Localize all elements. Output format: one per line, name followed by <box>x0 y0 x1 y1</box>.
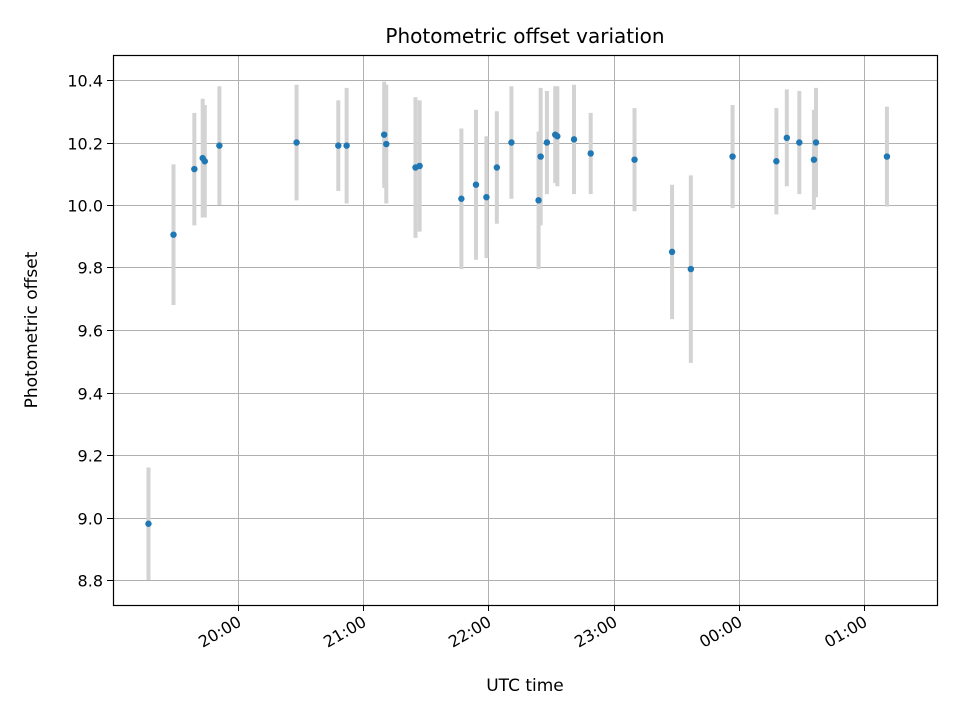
data-point <box>554 133 561 140</box>
x-tick-label: 00:00 <box>696 612 745 652</box>
data-point <box>343 142 350 149</box>
x-axis-ticks: 20:00 21:00 22:00 23:00 00:00 01:00 <box>195 605 871 652</box>
data-point <box>687 265 695 273</box>
data-point <box>796 139 803 146</box>
y-axis-ticks: 8.8 9.0 9.2 9.4 9.6 9.8 10.0 10.2 10.4 <box>67 72 113 591</box>
x-tick-label: 01:00 <box>821 612 870 652</box>
chart-title: Photometric offset variation <box>385 24 664 48</box>
x-tick-label: 23:00 <box>571 612 620 652</box>
y-tick-label: 9.2 <box>78 447 103 466</box>
y-tick-label: 9.8 <box>78 259 103 278</box>
data-point <box>587 150 594 157</box>
data-point <box>783 134 791 142</box>
data-point <box>493 164 501 171</box>
data-point <box>535 197 542 204</box>
y-axis-title: Photometric offset <box>22 251 42 408</box>
data-point <box>508 139 515 146</box>
data-point <box>191 165 198 173</box>
data-point <box>883 153 891 160</box>
data-point <box>483 193 490 201</box>
data-point <box>773 158 780 165</box>
data-point <box>472 181 480 188</box>
data-point <box>201 158 208 165</box>
y-tick-label: 10.2 <box>67 135 103 154</box>
y-tick-label: 8.8 <box>78 572 103 591</box>
data-point <box>543 139 551 146</box>
data-point <box>170 231 177 238</box>
data-point <box>293 139 300 146</box>
data-point <box>335 142 342 149</box>
data-point <box>458 195 465 202</box>
x-tick-label: 21:00 <box>320 612 369 652</box>
data-point <box>810 156 818 163</box>
data-point <box>416 162 423 170</box>
data-point <box>668 248 676 256</box>
data-point <box>570 136 578 143</box>
y-tick-label: 9.0 <box>78 510 103 529</box>
data-point <box>216 142 223 149</box>
data-point <box>145 520 152 527</box>
y-tick-label: 10.4 <box>67 72 103 91</box>
x-axis-title: UTC time <box>486 676 564 696</box>
data-points <box>145 131 891 527</box>
data-point <box>812 139 820 146</box>
x-tick-label: 20:00 <box>195 612 244 652</box>
data-point <box>380 131 388 138</box>
data-point <box>729 153 736 160</box>
y-tick-label: 10.0 <box>67 197 103 216</box>
data-point <box>537 153 544 160</box>
data-point <box>383 140 390 148</box>
x-tick-label: 22:00 <box>445 612 494 652</box>
y-tick-label: 9.4 <box>78 385 103 404</box>
data-point <box>631 156 638 163</box>
y-tick-label: 9.6 <box>78 322 103 341</box>
plot-frame <box>112 54 939 607</box>
